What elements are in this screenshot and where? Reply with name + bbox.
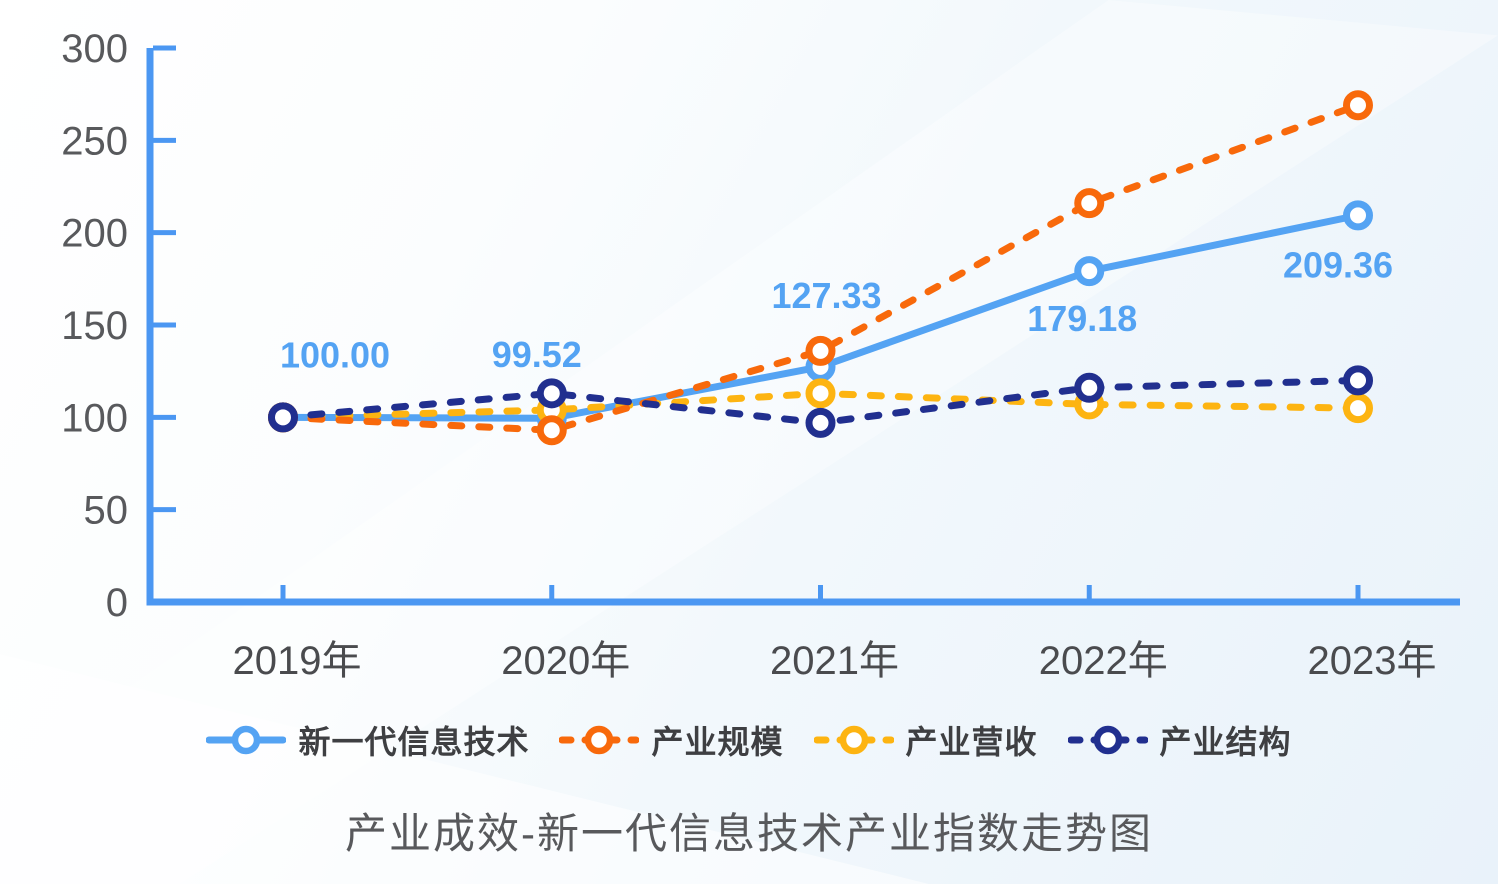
legend-label: 新一代信息技术 <box>298 724 530 760</box>
chart-legend: 新一代信息技术 产业规模 产业营收 产业结构 <box>0 714 1498 766</box>
legend-swatch-icon <box>206 725 287 755</box>
series-marker-1[interactable] <box>805 335 836 366</box>
x-tick-label: 2021年 <box>770 639 899 683</box>
series-marker-1[interactable] <box>536 415 567 446</box>
series-marker-2[interactable] <box>805 378 836 409</box>
legend-item-1[interactable]: 产业规模 <box>559 717 783 763</box>
data-label: 179.18 <box>1027 298 1137 339</box>
chart-title: 产业成效-新一代信息技术产业指数走势图 <box>345 810 1153 857</box>
series-marker-2[interactable] <box>1343 393 1373 424</box>
data-label: 209.36 <box>1283 244 1393 285</box>
legend-label: 产业规模 <box>651 724 784 760</box>
y-tick-label: 200 <box>61 212 128 256</box>
y-tick-label: 50 <box>84 489 129 533</box>
y-tick-label: 100 <box>61 396 128 440</box>
legend-swatch-icon <box>559 725 640 755</box>
series-marker-3[interactable] <box>1074 372 1105 403</box>
series-marker-1[interactable] <box>1074 188 1105 219</box>
x-tick-label: 2022年 <box>1039 639 1168 683</box>
y-tick-label: 300 <box>61 27 128 71</box>
x-tick-label: 2023年 <box>1308 639 1437 683</box>
legend-label: 产业营收 <box>905 724 1038 760</box>
series-marker-3[interactable] <box>536 378 567 409</box>
legend-swatch-icon <box>1067 725 1148 755</box>
data-label: 100.00 <box>280 334 390 375</box>
series-line-1 <box>279 101 1362 434</box>
series-marker-3[interactable] <box>268 402 298 433</box>
axis-frame <box>146 48 1460 606</box>
y-tick-label: 0 <box>106 581 128 625</box>
series-marker-1[interactable] <box>1343 90 1373 121</box>
y-tick-label: 250 <box>61 119 128 163</box>
series-marker-0[interactable] <box>1074 256 1105 287</box>
y-tick-label: 150 <box>61 304 128 348</box>
series-marker-3[interactable] <box>805 407 836 438</box>
legend-item-0[interactable]: 新一代信息技术 <box>206 717 529 763</box>
legend-item-2[interactable]: 产业营收 <box>813 717 1038 763</box>
legend-item-3[interactable]: 产业结构 <box>1067 717 1292 763</box>
legend-label: 产业结构 <box>1159 724 1292 760</box>
legend-swatch-icon <box>813 725 894 755</box>
data-label: 127.33 <box>771 275 881 316</box>
series-marker-0[interactable] <box>1343 200 1373 231</box>
x-tick-label: 2020年 <box>501 639 630 683</box>
x-tick-label: 2019年 <box>233 639 362 683</box>
data-label: 99.52 <box>492 334 582 375</box>
series-marker-3[interactable] <box>1343 365 1373 396</box>
